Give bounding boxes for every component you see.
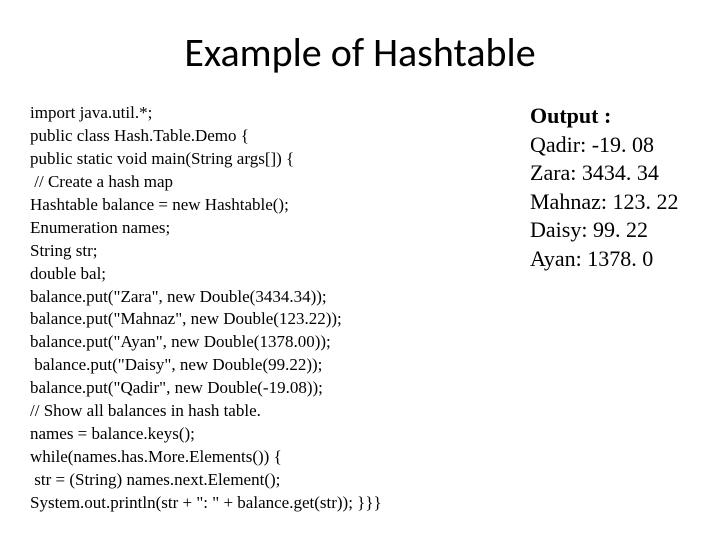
content-row: import java.util.*; public class Hash.Ta… — [30, 102, 690, 515]
slide: Example of Hashtable import java.util.*;… — [0, 0, 720, 540]
output-line: Qadir: -19. 08 — [530, 131, 678, 160]
code-line: import java.util.*; — [30, 102, 490, 125]
code-line: public static void main(String args[]) { — [30, 148, 490, 171]
code-line: public class Hash.Table.Demo { — [30, 125, 490, 148]
code-line: // Show all balances in hash table. — [30, 400, 490, 423]
output-line: Zara: 3434. 34 — [530, 159, 678, 188]
output-line: Daisy: 99. 22 — [530, 216, 678, 245]
code-line: names = balance.keys(); — [30, 423, 490, 446]
slide-title: Example of Hashtable — [30, 28, 690, 77]
code-line: String str; — [30, 240, 490, 263]
code-line: str = (String) names.next.Element(); — [30, 469, 490, 492]
code-block: import java.util.*; public class Hash.Ta… — [30, 102, 490, 515]
output-line: Ayan: 1378. 0 — [530, 245, 678, 274]
code-line: while(names.has.More.Elements()) { — [30, 446, 490, 469]
code-line: balance.put("Zara", new Double(3434.34))… — [30, 286, 490, 309]
code-line: balance.put("Qadir", new Double(-19.08))… — [30, 377, 490, 400]
code-line: // Create a hash map — [30, 171, 490, 194]
output-block: Output : Qadir: -19. 08 Zara: 3434. 34 M… — [530, 102, 678, 274]
output-line: Mahnaz: 123. 22 — [530, 188, 678, 217]
code-line: System.out.println(str + ": " + balance.… — [30, 492, 490, 515]
code-line: balance.put("Mahnaz", new Double(123.22)… — [30, 308, 490, 331]
output-label: Output : — [530, 103, 611, 128]
code-line: Enumeration names; — [30, 217, 490, 240]
code-line: Hashtable balance = new Hashtable(); — [30, 194, 490, 217]
code-line: balance.put("Ayan", new Double(1378.00))… — [30, 331, 490, 354]
code-line: balance.put("Daisy", new Double(99.22)); — [30, 354, 490, 377]
code-line: double bal; — [30, 263, 490, 286]
